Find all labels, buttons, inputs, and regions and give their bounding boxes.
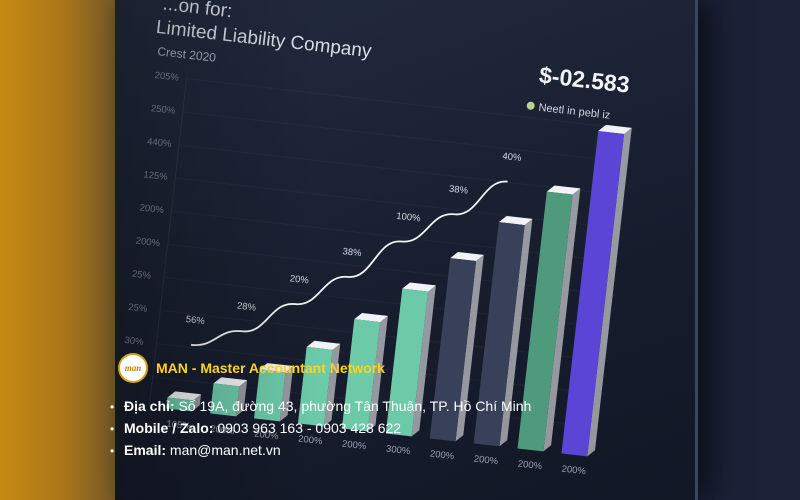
y-tick-label: 250%: [150, 103, 176, 117]
email-value: man@man.net.vn: [166, 442, 281, 458]
contact-overlay: man MAN - Master Accountant Network • Địa…: [110, 352, 638, 500]
curve-label: 38%: [448, 184, 469, 197]
curve-label: 100%: [396, 211, 422, 225]
contact-address: • Địa chỉ: Số 19A, đường 43, phường Tân T…: [110, 396, 531, 418]
legend-label: Neetl in pebl iz: [538, 102, 611, 122]
address-value: Số 19A, đường 43, phường Tân Thuận, TP. …: [174, 398, 532, 414]
y-tick-label: 25%: [128, 302, 149, 315]
address-label: Địa chỉ:: [124, 398, 175, 414]
contact-email: • Email: man@man.net.vn: [110, 440, 531, 462]
curve-label: 28%: [236, 301, 257, 314]
mobile-label: Mobile / Zalo:: [124, 420, 214, 436]
headline-value: $-02.583: [538, 62, 631, 98]
curve-label: 38%: [342, 246, 363, 259]
chart-subtitle: Crest 2020: [157, 44, 217, 65]
brand-name: MAN - Master Accountant Network: [156, 360, 385, 376]
y-tick-label: 25%: [131, 269, 152, 282]
y-tick-label: 125%: [143, 169, 169, 183]
y-tick-label: 200%: [135, 236, 161, 250]
y-tick-label: 440%: [147, 136, 173, 150]
y-tick-label: 200%: [139, 202, 165, 216]
curve-label: 20%: [289, 273, 310, 286]
curve-label: 40%: [502, 151, 523, 164]
legend-dot: [526, 101, 535, 110]
email-label: Email:: [124, 442, 167, 458]
y-tick-label: 205%: [154, 70, 180, 84]
bullet-icon: •: [110, 400, 115, 414]
man-logo-icon: man: [118, 353, 148, 383]
bullet-icon: •: [110, 422, 115, 436]
contact-list: • Địa chỉ: Số 19A, đường 43, phường Tân T…: [110, 396, 531, 462]
mobile-value: 0903 963 163 - 0903 428 622: [213, 420, 402, 436]
curve-label: 56%: [185, 314, 206, 327]
brand-row: man MAN - Master Accountant Network: [118, 352, 385, 384]
bullet-icon: •: [110, 444, 115, 458]
contact-mobile: • Mobile / Zalo: 0903 963 163 - 0903 428 …: [110, 418, 531, 440]
logo-text: man: [124, 363, 142, 373]
y-tick-label: 30%: [124, 335, 145, 348]
grid-line: [182, 111, 630, 164]
